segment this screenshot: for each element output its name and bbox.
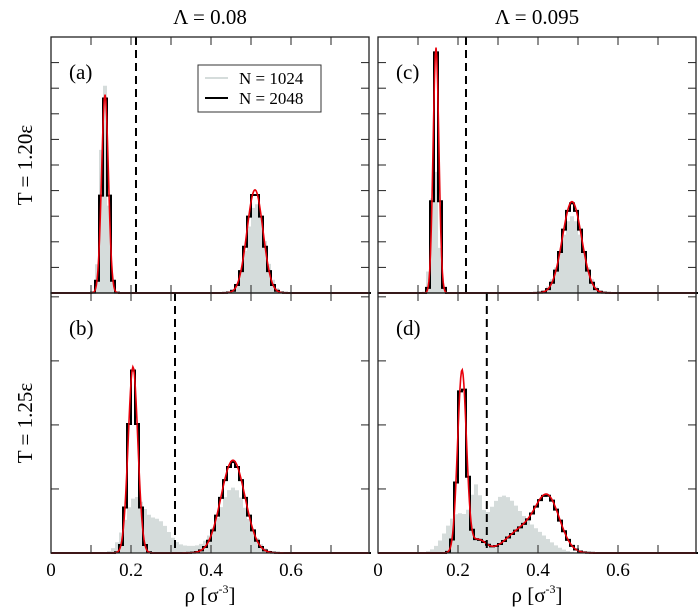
x-axis-label-sup: -3 bbox=[546, 582, 556, 596]
legend-label-n1024: N = 1024 bbox=[239, 69, 304, 88]
x-tick-label: 0 bbox=[373, 560, 383, 581]
fit-curve bbox=[378, 367, 696, 554]
histogram-n1024 bbox=[51, 487, 371, 553]
panel-label: (c) bbox=[396, 60, 419, 84]
x-axis-label-end: ] bbox=[229, 583, 236, 607]
x-tick-label: 0.6 bbox=[606, 560, 630, 581]
x-axis-label-right: ρ [σ-3] bbox=[511, 582, 562, 607]
histogram-n2048 bbox=[378, 51, 698, 294]
x-tick-label: 0.2 bbox=[119, 560, 143, 581]
panel-b: 0 0.2 0.4 0.6 (b) bbox=[46, 292, 371, 581]
x-axis-label-end: ] bbox=[556, 583, 563, 607]
legend-box bbox=[197, 64, 322, 113]
x-tick-label: 0.6 bbox=[279, 560, 303, 581]
x-axis-label-text: ρ [σ bbox=[184, 583, 218, 607]
panel-label: (d) bbox=[396, 316, 421, 340]
x-tick-label: 0 bbox=[46, 560, 56, 581]
panel-label: (b) bbox=[69, 316, 94, 340]
row-title-1: T = 1.25ε bbox=[13, 383, 37, 464]
fit-curve bbox=[51, 94, 369, 294]
legend: N = 1024 N = 2048 bbox=[197, 64, 322, 113]
x-tick-label: 0.4 bbox=[199, 560, 223, 581]
fit-curve bbox=[378, 47, 696, 294]
legend-label-n2048: N = 2048 bbox=[239, 89, 303, 108]
fit-curve bbox=[51, 364, 369, 554]
panel-c: (c) bbox=[377, 36, 698, 294]
panel-label: (a) bbox=[69, 60, 92, 84]
x-tick-label: 0.2 bbox=[446, 560, 470, 581]
histogram-n2048 bbox=[51, 369, 371, 554]
panel-d: 0 0.2 0.4 0.6 (d) bbox=[373, 292, 698, 581]
column-title-0: Λ = 0.08 bbox=[173, 5, 247, 29]
histogram-n1024 bbox=[378, 484, 698, 553]
panel-frame bbox=[50, 292, 370, 554]
panel-frame bbox=[377, 292, 697, 554]
panel-frame bbox=[377, 36, 697, 294]
panels: (a) 0 0.2 0.4 0.6 (b) (c) 0 0.2 0.4 0.6 (d) bbox=[46, 36, 698, 581]
x-axis-label-sup: -3 bbox=[219, 582, 229, 596]
x-axis-label-text: ρ [σ bbox=[511, 583, 545, 607]
row-title-0: T = 1.20ε bbox=[13, 125, 37, 206]
x-axis-label-left: ρ [σ-3] bbox=[184, 582, 235, 607]
column-title-1: Λ = 0.095 bbox=[495, 5, 579, 29]
x-tick-label: 0.4 bbox=[526, 560, 550, 581]
histogram-n1024 bbox=[378, 171, 698, 293]
